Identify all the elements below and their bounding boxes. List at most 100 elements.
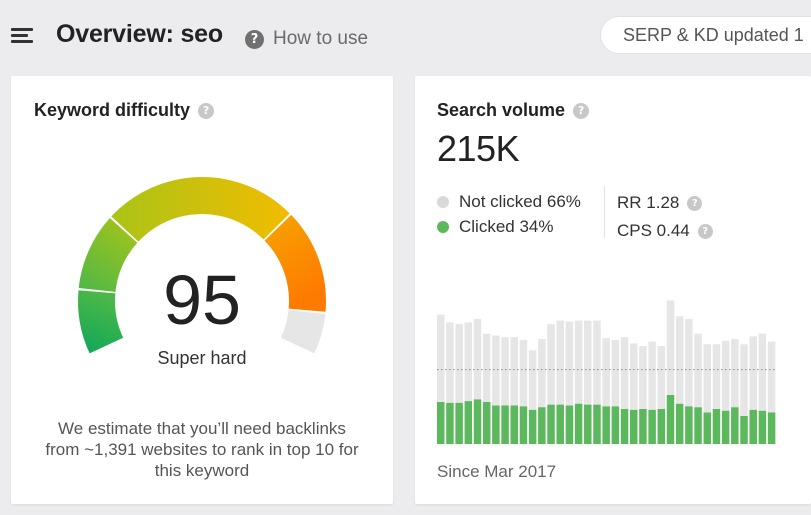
cps-help-icon[interactable]: ? [697, 223, 713, 239]
bar-not-clicked[interactable] [556, 320, 564, 405]
bar-clicked[interactable] [510, 405, 519, 445]
bar-not-clicked[interactable] [528, 350, 537, 410]
bar-clicked[interactable] [584, 404, 592, 444]
kd-backlinks-note: We estimate that you’ll need backlinks f… [45, 419, 359, 480]
bar-not-clicked[interactable] [620, 337, 629, 409]
bar-not-clicked[interactable] [510, 337, 519, 406]
bar-clicked[interactable] [574, 403, 583, 444]
bar-clicked[interactable] [620, 409, 629, 444]
search-volume-card: Search volume ? 215K Not clicked 66% Cli… [415, 76, 811, 504]
bar-not-clicked[interactable] [675, 316, 684, 404]
bar-clicked[interactable] [519, 406, 528, 444]
bar-clicked[interactable] [639, 409, 647, 444]
bar-not-clicked[interactable] [593, 320, 601, 405]
bar-clicked[interactable] [547, 404, 555, 444]
bar-clicked[interactable] [611, 406, 620, 444]
bar-not-clicked[interactable] [574, 320, 583, 404]
bar-not-clicked[interactable] [501, 337, 509, 406]
bar-not-clicked[interactable] [639, 346, 647, 409]
clicks-legend: Not clicked 66% Clicked 34% [437, 189, 581, 239]
search-volume-chart [437, 300, 778, 445]
bar-not-clicked[interactable] [519, 339, 528, 407]
bar-not-clicked[interactable] [731, 339, 739, 408]
bar-clicked[interactable] [758, 410, 767, 444]
legend-not-clicked-label: Not clicked 66% [459, 191, 581, 211]
bar-not-clicked[interactable] [685, 318, 693, 407]
bar-clicked[interactable] [482, 402, 491, 444]
bar-clicked[interactable] [685, 406, 693, 444]
sv-title-label: Search volume [437, 100, 566, 120]
bar-clicked[interactable] [528, 409, 537, 444]
gauge-segment-remaining [280, 310, 326, 354]
bar-not-clicked[interactable] [547, 324, 555, 405]
bar-clicked[interactable] [731, 407, 739, 444]
bar-clicked[interactable] [694, 407, 702, 444]
bar-not-clicked[interactable] [455, 324, 463, 403]
bar-not-clicked[interactable] [492, 335, 500, 406]
bar-clicked[interactable] [538, 407, 546, 444]
kd-help-icon[interactable]: ? [198, 102, 215, 119]
bar-not-clicked[interactable] [611, 339, 620, 407]
bar-not-clicked[interactable] [721, 340, 730, 411]
top-bar: Overview: seo ? How to use SERP & KD upd… [0, 0, 811, 70]
rr-help-icon[interactable]: ? [687, 195, 703, 211]
how-to-use-link[interactable]: ? How to use [245, 28, 368, 50]
question-icon: ? [245, 29, 264, 49]
legend-clicked: Clicked 34% [437, 214, 581, 239]
bar-not-clicked[interactable] [584, 320, 592, 405]
sv-title: Search volume ? [437, 100, 590, 121]
bar-not-clicked[interactable] [648, 341, 656, 410]
serp-kd-updated-badge[interactable]: SERP & KD updated 1 [601, 17, 811, 53]
bar-not-clicked[interactable] [740, 344, 748, 416]
bar-not-clicked[interactable] [629, 343, 638, 410]
sv-help-icon[interactable]: ? [573, 102, 590, 119]
bar-not-clicked[interactable] [482, 333, 491, 402]
how-to-use-label: How to use [273, 28, 369, 49]
bar-not-clicked[interactable] [437, 314, 445, 403]
bar-clicked[interactable] [740, 416, 748, 444]
bar-clicked[interactable] [593, 404, 601, 444]
bar-not-clicked[interactable] [565, 321, 574, 406]
bar-not-clicked[interactable] [666, 300, 675, 396]
bar-clicked[interactable] [749, 409, 757, 444]
hamburger-menu-icon[interactable] [11, 26, 33, 44]
bar-not-clicked[interactable] [758, 333, 767, 411]
metrics: RR 1.28 ? CPS 0.44 ? [617, 189, 713, 245]
bar-not-clicked[interactable] [464, 322, 473, 402]
kd-difficulty-label: Super hard [157, 348, 247, 368]
keyword-difficulty-card: Keyword difficulty ? 95 Super hard We [11, 76, 393, 504]
bar-clicked[interactable] [473, 399, 482, 444]
bar-clicked[interactable] [455, 402, 463, 444]
bar-not-clicked[interactable] [703, 344, 712, 413]
bar-clicked[interactable] [501, 405, 509, 445]
bar-clicked[interactable] [464, 401, 473, 444]
bar-not-clicked[interactable] [657, 346, 666, 409]
bar-not-clicked[interactable] [767, 341, 776, 413]
bar-clicked[interactable] [712, 409, 721, 444]
bar-clicked[interactable] [492, 405, 500, 445]
bar-not-clicked[interactable] [694, 333, 702, 408]
bar-clicked[interactable] [602, 406, 610, 444]
bar-clicked[interactable] [437, 402, 445, 444]
bar-clicked[interactable] [565, 405, 574, 445]
bar-clicked[interactable] [721, 410, 730, 444]
bar-clicked[interactable] [446, 402, 454, 444]
bar-clicked[interactable] [648, 409, 656, 444]
bar-not-clicked[interactable] [749, 336, 757, 410]
bar-clicked[interactable] [666, 395, 675, 444]
bar-clicked[interactable] [556, 404, 564, 444]
bar-not-clicked[interactable] [538, 339, 546, 408]
bar-clicked[interactable] [703, 412, 712, 445]
bar-not-clicked[interactable] [712, 344, 721, 409]
bar-clicked[interactable] [767, 412, 776, 445]
bar-clicked[interactable] [629, 409, 638, 444]
rr-metric: RR 1.28 ? [617, 189, 713, 217]
cps-label: CPS 0.44 [617, 221, 690, 240]
kd-gauge [78, 177, 326, 354]
bar-not-clicked[interactable] [446, 322, 454, 403]
bar-clicked[interactable] [657, 409, 666, 444]
bar-not-clicked[interactable] [602, 338, 610, 407]
legend-dot-not-clicked [437, 195, 449, 208]
bar-clicked[interactable] [675, 403, 684, 444]
bar-not-clicked[interactable] [473, 318, 482, 400]
